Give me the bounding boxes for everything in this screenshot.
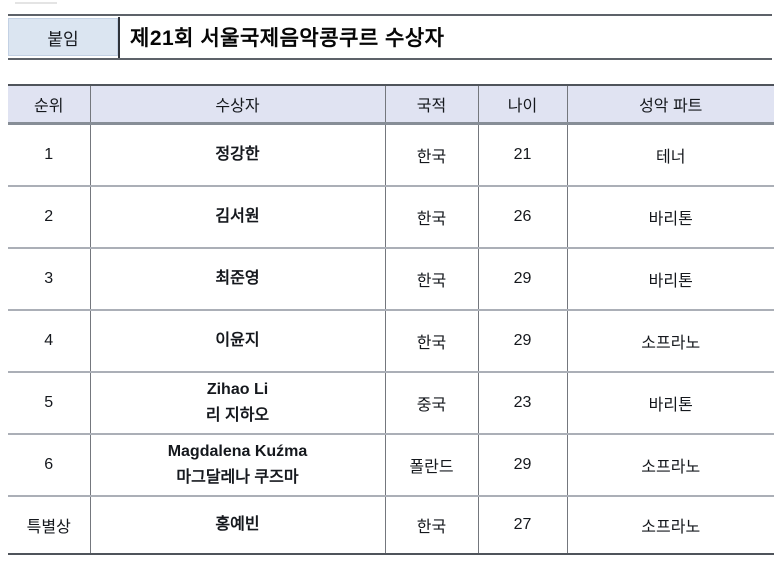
winner-name-line: 최준영 [215,270,260,287]
age-cell: 21 [477,123,567,187]
rank-cell: 2 [8,186,90,249]
winner-name-line: 마그달레나 쿠즈마 [176,469,299,486]
award-table: 순위 수상자 국적 나이 성악 파트 1 정강한 한국 21 테너 [8,84,774,555]
winner-name-line: 리 지하오 [205,407,270,424]
winner-cell: 정강한 [89,123,385,187]
rank-cell: 3 [8,248,90,311]
part-cell: 소프라노 [566,310,774,373]
column-header-age: 나이 [477,85,567,125]
winner-name-line: 김서원 [215,208,260,225]
winner-name-line: 이윤지 [215,332,260,349]
winner-cell: 김서원 [89,186,385,249]
rank-cell: 특별상 [26,519,71,536]
part-cell: 소프라노 [566,496,774,554]
part-cell: 바리톤 [566,248,774,311]
table-header-row: 순위 수상자 국적 나이 성악 파트 [8,85,774,125]
rank-cell: 6 [8,434,90,497]
column-header-nationality: 국적 [384,85,478,125]
title-band-divider [118,17,120,58]
rank-cell: 4 [8,310,90,373]
age-cell: 23 [477,372,567,435]
winner-cell: 이윤지 [89,310,385,373]
nationality-cell: 한국 [384,310,478,373]
table-row: 3 최준영 한국 29 바리톤 [8,248,774,311]
part-cell: 테너 [566,123,774,187]
winner-name-line: Magdalena Kuźma [167,443,308,460]
nationality-cell: 한국 [384,123,478,187]
table-row: 5 Zihao Li 리 지하오 중국 23 바리톤 [8,372,774,435]
column-header-rank: 순위 [8,85,90,125]
winner-cell: 최준영 [89,248,385,311]
attachment-label: 붙임 [8,18,118,56]
winner-cell: Zihao Li 리 지하오 [89,372,385,435]
table-row: 6 Magdalena Kuźma 마그달레나 쿠즈마 폴란드 29 소프라노 [8,434,774,497]
page-title: 제21회 서울국제음악콩쿠르 수상자 [130,27,445,50]
age-cell: 27 [477,496,567,554]
nationality-cell: 한국 [384,186,478,249]
table-row: 4 이윤지 한국 29 소프라노 [8,310,774,373]
winner-name-line: Zihao Li [206,381,269,398]
winner-name-line: 홍예빈 [215,516,260,533]
nationality-cell: 한국 [384,496,478,554]
nationality-cell: 폴란드 [384,434,478,497]
part-cell: 바리톤 [566,372,774,435]
nationality-cell: 한국 [384,248,478,311]
age-cell: 29 [477,248,567,311]
table-row: 1 정강한 한국 21 테너 [8,123,774,187]
column-header-winner: 수상자 [89,85,385,125]
part-cell: 바리톤 [566,186,774,249]
table-row: 특별상 홍예빈 한국 27 소프라노 [8,496,774,554]
rank-cell: 1 [8,123,90,187]
part-cell: 소프라노 [566,434,774,497]
age-cell: 26 [477,186,567,249]
table-row: 2 김서원 한국 26 바리톤 [8,186,774,249]
winner-name-line: 정강한 [215,146,260,163]
column-header-part: 성악 파트 [566,85,774,125]
rank-cell: 5 [8,372,90,435]
nationality-cell: 중국 [384,372,478,435]
scan-artifact [15,2,57,4]
age-cell: 29 [477,310,567,373]
winner-cell: Magdalena Kuźma 마그달레나 쿠즈마 [89,434,385,497]
winner-cell: 홍예빈 [89,496,385,554]
age-cell: 29 [477,434,567,497]
title-band: 붙임 제21회 서울국제음악콩쿠르 수상자 [8,14,772,60]
